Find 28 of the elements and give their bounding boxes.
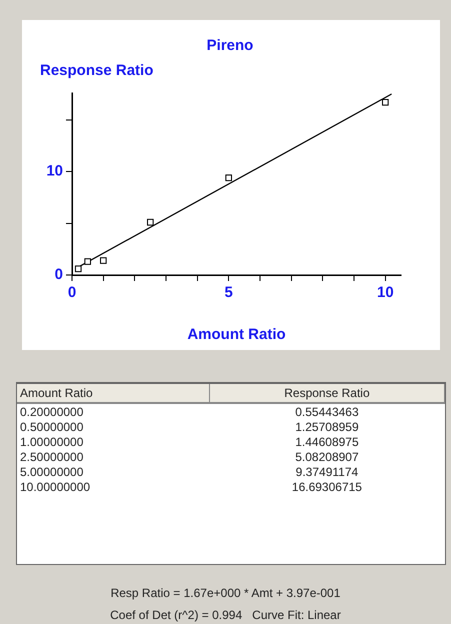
category-label: 0.20000000 [19,404,84,419]
data-label: 0.55443463 [294,404,360,419]
point [147,218,154,226]
category-label: 1.00000000 [19,434,84,449]
x-tick-label: 10 [376,284,394,302]
chart-title: Pireno [206,37,254,54]
text: Amount Ratio [17,384,210,403]
point [225,174,232,182]
text: Coef of Det (r^2) = 0.994 Curve Fit: Linear [109,608,342,622]
category-label: 2.50000000 [19,449,84,464]
point [84,258,91,265]
text: Resp Ratio = 1.67e+000 * Amt + 3.97e-001 [110,586,342,600]
x-tick-label: 5 [224,284,233,302]
x-axis-title: Amount Ratio [187,326,286,344]
point [100,257,107,264]
category-label: 5.00000000 [19,464,84,479]
point [74,265,82,272]
category-label: 10.00000000 [19,479,92,494]
data-label: 1.44608975 [294,434,360,449]
category-label: 0.50000000 [19,419,84,434]
data-label: 9.37491174 [294,464,360,479]
y-axis-title: Response Ratio [40,62,154,80]
x-tick-label: 0 [68,284,76,302]
text: Response Ratio [209,384,444,403]
data-label: 16.69306715 [290,479,363,494]
point [382,98,389,106]
data-label: 5.08208907 [294,449,360,464]
data-label: 1.25708959 [294,419,360,434]
